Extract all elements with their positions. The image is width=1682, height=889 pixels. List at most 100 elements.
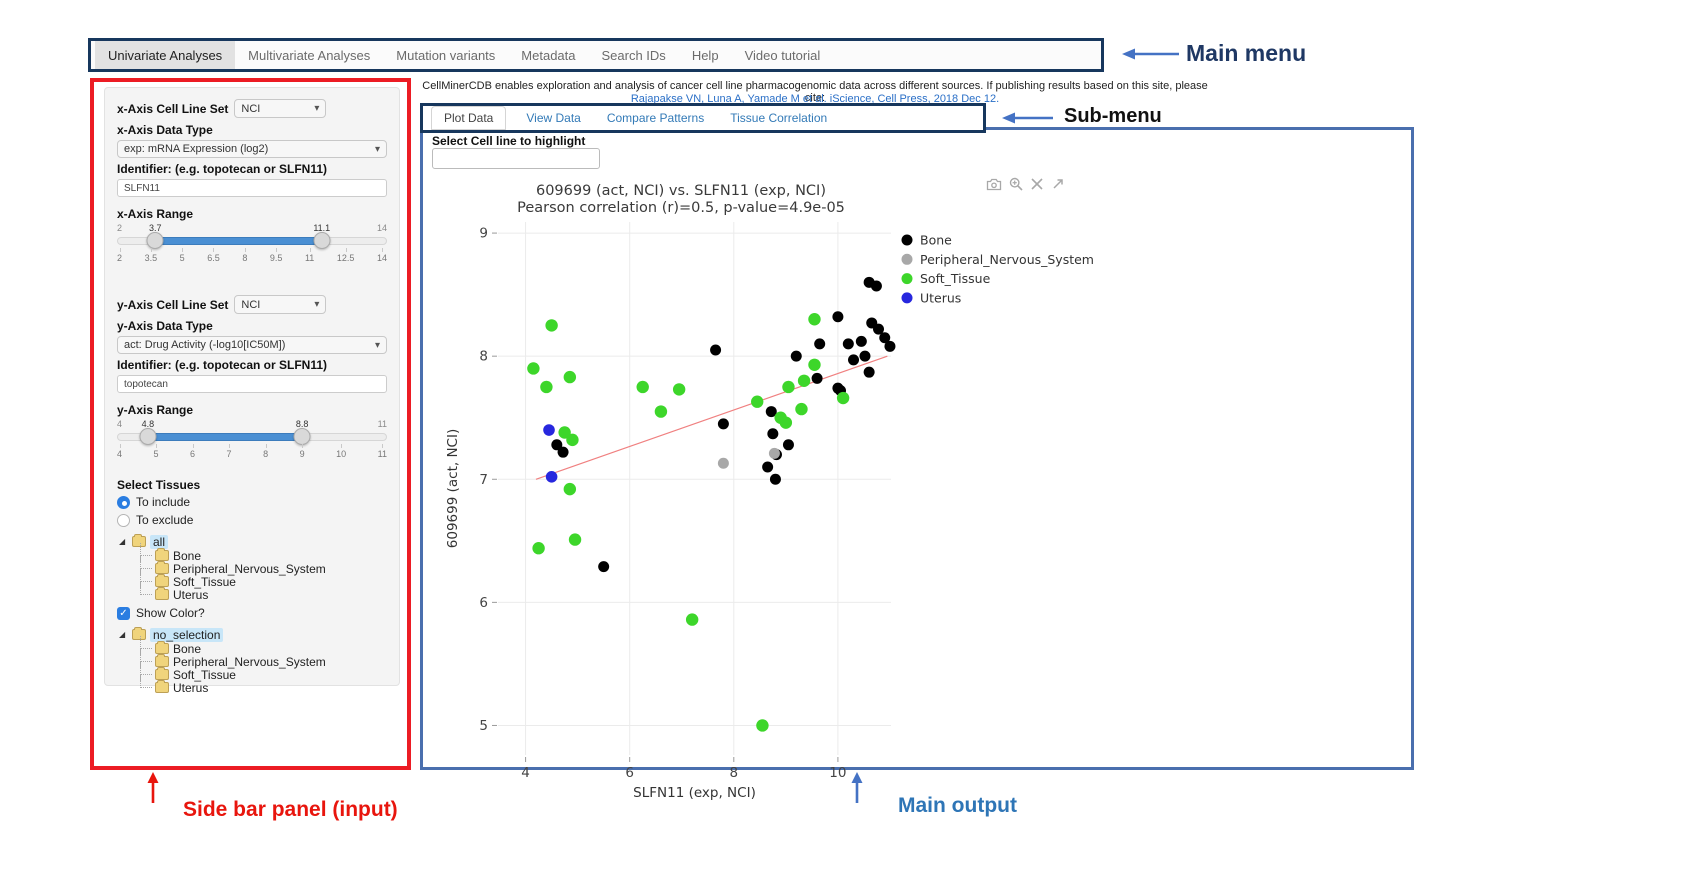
legend-marker[interactable] [901,234,913,246]
x-axis-range-slider[interactable]: 2 14 3.7 11.1 2 3.5 5 6.5 8 9.5 11 12.5 14 [117,223,387,263]
tree-node[interactable]: Soft_Tissue [138,569,387,589]
data-point-Bone[interactable] [811,372,823,384]
legend-label[interactable]: Soft_Tissue [920,271,991,286]
data-point-Bone[interactable] [848,354,860,366]
sub-menu-tab[interactable]: Compare Patterns [606,111,705,125]
highlight-cell-line-input[interactable] [432,148,600,169]
legend-label[interactable]: Peripheral_Nervous_System [920,252,1094,267]
data-point-Soft_Tissue[interactable] [558,426,571,439]
data-point-Soft_Tissue[interactable] [751,395,764,408]
data-point-Bone[interactable] [863,366,875,378]
data-point-Uterus[interactable] [543,424,555,436]
y-identifier-input[interactable]: topotecan [117,375,387,393]
x-axis-cell-line-set-select[interactable]: NCI ▾ [234,99,327,118]
data-point-Bone[interactable] [884,340,896,352]
tree-node[interactable]: Peripheral_Nervous_System [138,556,387,576]
main-menu-tab[interactable]: Help [691,47,719,63]
data-point-Bone[interactable] [598,561,610,573]
y-axis-range-slider[interactable]: 4 11 4.8 8.8 4 5 6 7 8 9 10 11 [117,419,387,459]
data-point-Bone[interactable] [710,344,722,356]
data-point-Soft_Tissue[interactable] [836,391,850,405]
x-axis-data-type-select[interactable]: exp: mRNA Expression (log2) ▾ [117,140,387,158]
sub-menu-tab[interactable]: Plot Data [431,106,507,130]
slider-handle-to[interactable] [293,428,311,445]
data-point-Bone[interactable] [873,323,885,335]
main-menu-tab[interactable]: Mutation variants [396,47,496,63]
data-point-Soft_Tissue[interactable] [779,416,793,429]
tree-node[interactable]: Uterus [138,675,387,695]
data-point-Soft_Tissue[interactable] [563,482,577,496]
data-point-Peripheral_Nervous_System[interactable] [768,447,780,459]
citation-link[interactable]: Rajapakse VN, Luna A, Yamade M et al. iS… [630,93,1000,105]
x-identifier-input[interactable]: SLFN11 [117,179,387,197]
autoscale-icon[interactable] [1051,177,1065,191]
data-point-Bone[interactable] [790,350,802,362]
data-point-Soft_Tissue[interactable] [782,380,795,394]
data-point-Soft_Tissue[interactable] [545,319,558,332]
main-menu-tab[interactable]: Video tutorial [744,47,821,63]
data-point-Bone[interactable] [762,461,774,473]
tissue-radio[interactable] [117,513,130,527]
data-point-Soft_Tissue[interactable] [685,613,699,626]
slider-handle-from[interactable] [139,428,157,445]
main-menu-tab[interactable]: Search IDs [601,47,666,63]
data-point-Uterus[interactable] [545,471,558,483]
data-point-Bone[interactable] [855,335,867,347]
data-point-Bone[interactable] [842,338,854,350]
data-point-Soft_Tissue[interactable] [672,383,686,396]
data-point-Bone[interactable] [814,338,826,350]
data-point-Soft_Tissue[interactable] [566,433,579,447]
data-point-Soft_Tissue[interactable] [808,313,821,326]
main-menu-tab[interactable]: Metadata [521,47,576,63]
tree-root-node[interactable]: no_selection [150,627,224,642]
scatter-plot[interactable]: 5 6 7 8 9 4 6 8 10 SLFN11 (exp, NCI) 609699 (act, … [443,170,1103,820]
data-point-Bone[interactable] [765,406,777,418]
data-point-Soft_Tissue[interactable] [532,542,545,555]
y-axis-cell-line-set-select[interactable]: NCI ▾ [234,295,327,314]
legend-marker[interactable] [901,292,913,304]
data-point-Soft_Tissue[interactable] [568,533,582,546]
data-point-Peripheral_Nervous_System[interactable] [717,457,729,469]
data-point-Bone[interactable] [782,439,794,451]
show-color-checkbox[interactable]: ✓ [117,606,130,620]
y-axis-data-type-select[interactable]: act: Drug Activity (-log10[IC50M]) ▾ [117,336,387,354]
data-point-Bone[interactable] [769,473,781,485]
sub-menu-tab[interactable]: Tissue Correlation [730,111,828,125]
slider-handle-from[interactable] [146,232,164,249]
pan-icon[interactable] [1030,177,1044,191]
tree-caret-icon[interactable]: ◢ [119,537,126,546]
data-point-Soft_Tissue[interactable] [563,370,577,384]
data-point-Soft_Tissue[interactable] [540,380,553,394]
data-point-Soft_Tissue[interactable] [797,374,811,387]
data-point-Soft_Tissue[interactable] [636,380,649,394]
data-point-Bone[interactable] [879,332,891,344]
data-point-Bone[interactable] [859,350,871,362]
main-menu-tab[interactable]: Multivariate Analyses [248,47,371,63]
tissue-radio[interactable] [117,495,130,509]
data-point-Soft_Tissue[interactable] [756,719,769,732]
data-point-Soft_Tissue[interactable] [527,362,540,375]
data-point-Bone[interactable] [551,439,563,451]
data-point-Bone[interactable] [767,428,779,440]
tree-node[interactable]: Bone [138,636,387,656]
legend-marker[interactable] [901,253,913,265]
data-point-Bone[interactable] [870,280,882,292]
tree-node[interactable]: Uterus [138,582,387,602]
legend-label[interactable]: Bone [920,233,952,248]
tree-node[interactable]: Peripheral_Nervous_System [138,649,387,669]
tree-node[interactable]: Soft_Tissue [138,662,387,682]
data-point-Bone[interactable] [832,311,844,323]
zoom-icon[interactable] [1009,177,1023,191]
data-point-Soft_Tissue[interactable] [654,405,668,418]
sub-menu-tab[interactable]: View Data [526,111,581,125]
slider-handle-to[interactable] [313,232,331,249]
data-point-Bone[interactable] [717,418,729,430]
data-point-Soft_Tissue[interactable] [795,402,808,416]
main-menu-tab[interactable]: Univariate Analyses [95,41,236,69]
tree-root-node[interactable]: all [150,534,169,549]
data-point-Bone[interactable] [557,446,569,458]
legend-label[interactable]: Uterus [920,290,961,305]
camera-icon[interactable] [986,178,1002,191]
data-point-Soft_Tissue[interactable] [808,358,821,371]
legend-marker[interactable] [901,273,913,285]
